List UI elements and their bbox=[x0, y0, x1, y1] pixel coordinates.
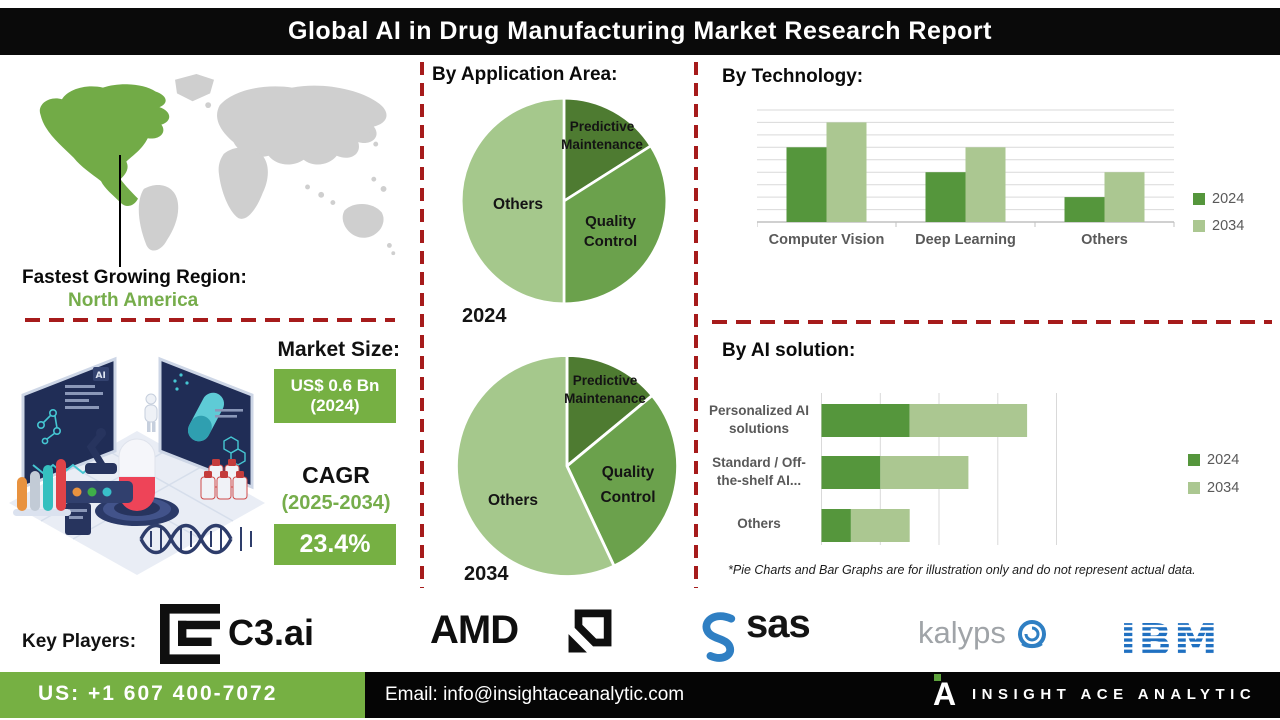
technology-legend-2034: 2034 bbox=[1193, 218, 1244, 234]
divider-vertical-left bbox=[420, 62, 424, 588]
ai-label-personalized: Personalized AI solutions bbox=[708, 403, 810, 436]
sas-logo-text: sas bbox=[746, 602, 811, 646]
disclaimer-note: *Pie Charts and Bar Graphs are for illus… bbox=[728, 563, 1196, 577]
c3ai-logo-icon bbox=[160, 604, 220, 664]
map-africa bbox=[218, 147, 268, 219]
map-greenland bbox=[175, 73, 214, 102]
key-players-label: Key Players: bbox=[22, 631, 137, 652]
amd-arrow-icon bbox=[567, 608, 613, 654]
title-banner: Global AI in Drug Manufacturing Market R… bbox=[0, 8, 1280, 55]
cagr-label: CAGR bbox=[302, 462, 370, 488]
cagr-period: (2025-2034) bbox=[281, 492, 391, 514]
pie-2024-label-predictive-maintenance: Predictive Maintenance bbox=[561, 119, 643, 152]
map-south-america bbox=[138, 184, 179, 251]
map-islands bbox=[205, 102, 396, 256]
cagr-value-box: 23.4% bbox=[274, 524, 396, 565]
ibm-logo: IBM bbox=[1120, 615, 1242, 666]
divider-vertical-right bbox=[694, 62, 698, 588]
world-map bbox=[28, 72, 400, 262]
sas-swirl-icon bbox=[698, 610, 742, 662]
pie-chart-2024 bbox=[458, 95, 670, 307]
insightace-logo-dot bbox=[934, 674, 941, 681]
section-heading-ai-solution: By AI solution: bbox=[722, 340, 856, 361]
phone-bar: US: +1 607 400-7072 bbox=[0, 672, 365, 718]
world-map-svg bbox=[39, 73, 396, 256]
email-bar: Email: info@insightaceanalytic.com A INS… bbox=[365, 672, 1280, 718]
insightace-logo-letter: A bbox=[933, 676, 957, 712]
legend-swatch-2024 bbox=[1188, 454, 1200, 466]
map-pointer-line bbox=[119, 155, 121, 267]
pie-2024-label-quality-control: Quality Control bbox=[583, 213, 638, 250]
legend-swatch-2034 bbox=[1193, 220, 1205, 232]
pie-2024-label-others: Others bbox=[493, 196, 543, 213]
insightace-logo-mark: A bbox=[933, 674, 959, 714]
category-others: Others bbox=[1081, 232, 1128, 248]
market-size-year: (2024) bbox=[310, 396, 360, 415]
ai-legend-2034: 2034 bbox=[1188, 480, 1239, 496]
pie-2034-label-predictive-maintenance: Predictive Maintenance bbox=[564, 373, 646, 406]
pie-2034-label-others: Others bbox=[488, 492, 538, 509]
ai-solution-bar-chart bbox=[821, 393, 1057, 548]
map-eurasia bbox=[217, 85, 387, 165]
pie-2024-year: 2024 bbox=[462, 305, 507, 327]
legend-swatch-2024 bbox=[1193, 193, 1205, 205]
ai-label-standard: Standard / Off- the-shelf AI... bbox=[712, 455, 806, 488]
svg-text:IBM: IBM bbox=[1120, 616, 1220, 662]
ai-legend-2024: 2024 bbox=[1188, 452, 1239, 468]
section-heading-technology: By Technology: bbox=[722, 66, 864, 87]
map-australia bbox=[342, 203, 384, 238]
page-title: Global AI in Drug Manufacturing Market R… bbox=[288, 17, 992, 45]
svg-text:AI: AI bbox=[96, 371, 106, 381]
technology-legend-2024: 2024 bbox=[1193, 191, 1244, 207]
divider-horizontal-right bbox=[712, 320, 1272, 324]
map-north-america-highlight bbox=[39, 84, 170, 206]
pie-2034-year: 2034 bbox=[464, 563, 509, 585]
lab-illustration: AI bbox=[5, 333, 270, 578]
phone-number: US: +1 607 400-7072 bbox=[38, 682, 278, 705]
c3ai-logo-text: C3.ai bbox=[228, 612, 315, 653]
ai-label-others: Others bbox=[737, 516, 781, 531]
lab-illustration-svg: AI bbox=[9, 356, 265, 575]
market-size-box: US$ 0.6 Bn (2024) bbox=[274, 369, 396, 423]
insightace-brand-text: INSIGHT ACE ANALYTIC bbox=[972, 686, 1257, 703]
technology-bar-chart bbox=[756, 108, 1177, 242]
section-heading-application: By Application Area: bbox=[432, 64, 618, 85]
fastest-region-value: North America bbox=[68, 290, 199, 311]
pie-2034-label-quality-control: Quality Control bbox=[600, 464, 656, 506]
category-computer-vision: Computer Vision bbox=[768, 232, 885, 248]
market-size-value: US$ 0.6 Bn bbox=[290, 376, 380, 395]
category-deep-learning: Deep Learning bbox=[915, 232, 1016, 248]
fastest-region-label: Fastest Growing Region: bbox=[22, 267, 247, 288]
pie-chart-2034 bbox=[453, 352, 681, 580]
divider-horizontal-left bbox=[25, 318, 395, 322]
email-address: Email: info@insightaceanalytic.com bbox=[385, 684, 685, 705]
legend-swatch-2034 bbox=[1188, 482, 1200, 494]
amd-logo-text: AMD bbox=[430, 608, 519, 652]
kalypso-o-icon bbox=[1014, 618, 1050, 654]
market-size-label: Market Size: bbox=[277, 338, 400, 361]
kalypso-logo-text: kalyps bbox=[918, 615, 1006, 650]
technology-category-labels: Computer Vision Deep Learning Others bbox=[757, 232, 1177, 254]
